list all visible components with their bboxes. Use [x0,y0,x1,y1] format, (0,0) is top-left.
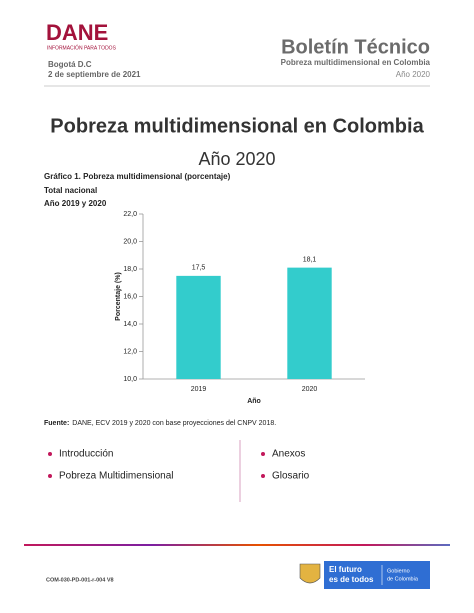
bullet [48,474,52,478]
location: Bogotá D.C [48,60,92,69]
y-tick-label: 10,0 [123,376,137,383]
doc-title: Pobreza multidimensional en Colombia [50,115,424,137]
bullet [261,452,265,456]
y-tick-label: 18,0 [123,266,137,273]
footer-rule [24,544,450,546]
value-label: 18,1 [303,256,317,263]
y-tick-label: 20,0 [123,238,137,245]
y-tick-label: 16,0 [123,293,137,300]
menu-link[interactable]: Anexos [272,449,305,460]
bullet [261,474,265,478]
menu-link[interactable]: Glosario [272,471,310,482]
coat-of-arms [299,563,321,584]
bulletin-subtitle: Pobreza multidimensional en Colombia [281,58,431,67]
source-text: DANE, ECV 2019 y 2020 con base proyeccio… [72,420,276,427]
chart-caption: Año 2019 y 2020 [44,199,107,208]
doc-code: COM-030-PD-001-r-004 V8 [46,577,114,583]
logo: DANE [46,20,108,45]
date: 2 de septiembre de 2021 [48,70,141,79]
bar [287,267,332,379]
source-label: Fuente: [44,420,69,427]
chart: 10,0 12,0 14,0 16,0 18,0 20,0 22,0 17,5 2019 18,1… [115,211,365,405]
y-tick-label: 22,0 [123,211,137,218]
chart-caption: Total nacional [44,186,97,195]
doc-subtitle: Año 2020 [198,149,275,169]
menu-link[interactable]: Pobreza Multidimensional [59,471,174,482]
bar [176,275,221,379]
y-tick-label: 12,0 [123,348,137,355]
chart-caption: Gráfico 1. Pobreza multidimensional (por… [44,172,231,181]
logo-tagline: INFORMACIÓN PARA TODOS [47,44,117,51]
slogan: es de todos [329,575,374,584]
x-axis-label: Año [247,398,261,405]
bulletin-title: Boletín Técnico [281,36,430,58]
government: de Colombia [387,576,419,582]
x-tick-label: 2019 [191,386,207,393]
slogan: El futuro [329,565,362,574]
source: Fuente: DANE, ECV 2019 y 2020 con base pr… [44,420,276,427]
menu-link[interactable]: Introducción [59,449,113,460]
y-tick-label: 14,0 [123,321,137,328]
bullet [48,452,52,456]
y-axis-label: Porcentaje (%) [115,272,122,321]
value-label: 17,5 [192,265,206,272]
bulletin-year: Año 2020 [396,70,431,79]
x-tick-label: 2020 [302,386,318,393]
government: Gobierno [387,568,410,574]
government-badge [324,561,430,589]
